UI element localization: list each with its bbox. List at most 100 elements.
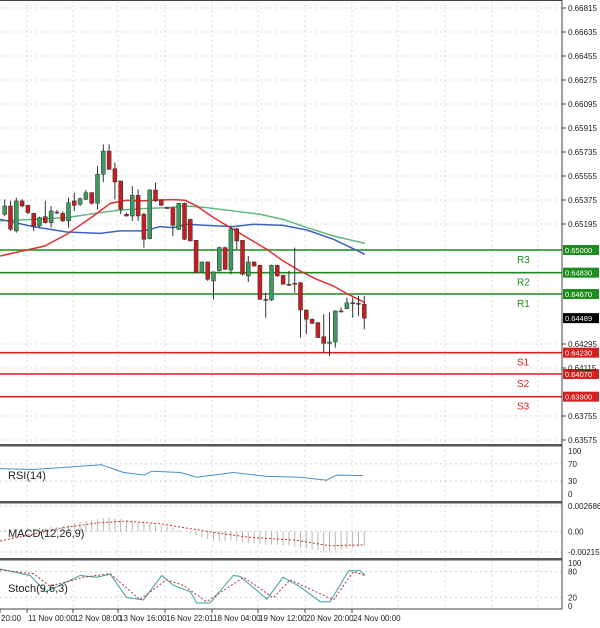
rsi-label: RSI(14) (8, 470, 46, 482)
level-price-tag-text: 0.64070 (565, 370, 592, 379)
candle-body (48, 210, 54, 223)
grid (0, 0, 562, 608)
time-label: 16 Nov 22:01 (166, 614, 214, 623)
time-label: 20 Nov 20:00 (306, 614, 354, 623)
level-price-tag (563, 267, 599, 278)
candle-body (170, 207, 176, 226)
level-price-tag (563, 289, 599, 299)
macd-label: MACD(12,26,9) (8, 528, 84, 540)
price-tick-label: 0.64115 (568, 364, 597, 373)
price-tick-label: 0.65195 (568, 220, 597, 229)
level-label-r1: R1 (517, 299, 530, 310)
candle-body (14, 200, 19, 232)
candle-body (263, 299, 268, 301)
stoch-main-line (0, 568, 366, 604)
candle-body (269, 265, 274, 301)
candle-body (66, 202, 71, 222)
chart-frame (0, 0, 563, 610)
candle-body (182, 203, 187, 240)
level-label-r3: R3 (517, 255, 530, 266)
candles (2, 144, 367, 356)
macd-tick-label: 0.00 (568, 528, 584, 537)
candle-body (280, 275, 286, 285)
candle-body (8, 205, 13, 230)
candle-body (95, 174, 100, 204)
candle-body (43, 216, 48, 223)
price-tick-label: 0.63575 (568, 436, 597, 445)
macd-tick-label: 0.002686 (568, 502, 600, 511)
panel-separator (0, 558, 562, 561)
time-label: 20:00 (1, 614, 22, 623)
price-tick-label: 0.65915 (568, 124, 597, 133)
candle-body (211, 271, 216, 282)
candle-body (77, 198, 83, 205)
panel-separator (0, 444, 562, 447)
candle-body (315, 322, 321, 338)
candle-body (60, 213, 65, 222)
candle-body (309, 319, 315, 324)
candle-body (124, 214, 129, 217)
candle-body (304, 309, 309, 320)
candle-body (327, 341, 332, 344)
candle-body (25, 205, 31, 213)
candle-body (176, 203, 181, 230)
rsi-tick-label: 100 (568, 447, 582, 456)
candle-body (344, 302, 350, 309)
candle-body (37, 217, 42, 227)
candle-body (240, 240, 245, 275)
candle-body (141, 214, 147, 240)
level-label-s1: S1 (517, 358, 530, 369)
price-tick-label: 0.63755 (568, 412, 597, 421)
time-label: 19 Nov 12:00 (259, 614, 307, 623)
level-price-tag (563, 369, 599, 379)
price-axis: 0.65000 0.64830 0.64670 0.64230 0.64070 0.639… (562, 4, 600, 611)
candle-body (188, 219, 193, 242)
macd-panel (0, 505, 562, 553)
candle-body (228, 228, 234, 271)
price-tick-label: 0.65555 (568, 172, 597, 181)
time-label: 13 Nov 16:00 (119, 614, 167, 623)
price-tick-label: 0.64295 (568, 340, 597, 349)
rsi-tick-label: 70 (568, 460, 577, 469)
moving-average-fast (0, 198, 366, 304)
level-price-tag (563, 245, 599, 255)
candle-body (54, 211, 60, 214)
candle-body (251, 261, 257, 267)
candle-body (362, 304, 367, 319)
candle-body (321, 336, 326, 344)
price-tick-label: 0.66635 (568, 28, 597, 37)
stoch-tick-label: 100 (568, 559, 582, 568)
candle-body (19, 200, 25, 207)
candle-body (205, 261, 210, 280)
candle-body (2, 205, 7, 215)
candle-body (257, 265, 263, 300)
current-price-text: 0.64489 (565, 314, 592, 323)
price-tick-label: 0.66095 (568, 100, 597, 109)
price-tick-label: 0.65375 (568, 196, 597, 205)
candle-body (338, 310, 344, 313)
level-label-s2: S2 (517, 379, 530, 390)
panel-separator (0, 501, 562, 504)
level-price-tag (563, 391, 599, 402)
level-price-tag-text: 0.64670 (565, 290, 592, 299)
time-label: 24 Nov 00:00 (353, 614, 401, 623)
candle-body (217, 247, 222, 272)
candle-body (89, 192, 94, 204)
candle-body (222, 247, 228, 270)
price-tick-label: 0.66455 (568, 52, 597, 61)
price-tick-label: 0.66815 (568, 4, 597, 13)
stoch-tick-label: 80 (568, 568, 577, 577)
candle-body (106, 150, 112, 170)
candle-body (118, 180, 123, 210)
stoch-label: Stoch(9,6,3) (8, 583, 68, 595)
candle-body (112, 168, 118, 183)
time-label: 18 Nov 04:00 (213, 614, 261, 623)
level-label-s3: S3 (517, 402, 530, 413)
candle-body (199, 261, 205, 273)
support-resistance-levels: R3 R2 R1 S1 S2 S3 (0, 249, 562, 413)
current-price-tag (563, 313, 599, 324)
candle-body (72, 200, 77, 206)
level-price-tag-text: 0.64230 (565, 349, 592, 358)
moving-average-mid (0, 205, 366, 245)
